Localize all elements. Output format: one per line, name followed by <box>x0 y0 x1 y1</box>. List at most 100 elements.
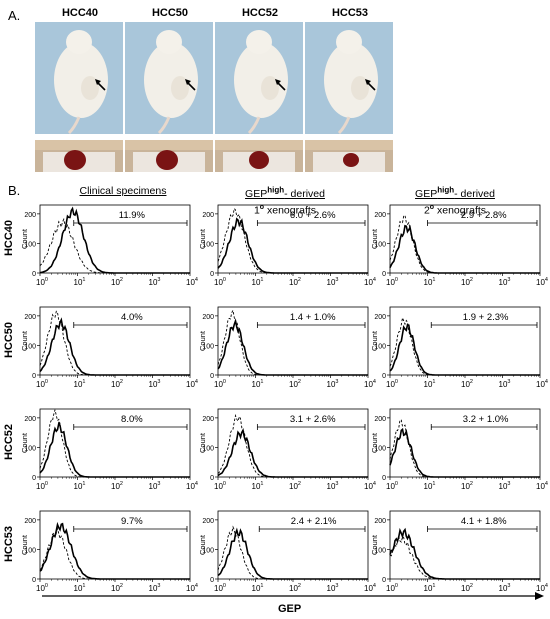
isotype-control-curve <box>217 525 368 580</box>
x-tick-label: 102 <box>111 481 123 491</box>
x-tick-label: 101 <box>252 277 264 287</box>
x-tick-label: 100 <box>36 583 48 593</box>
x-tick-label: 103 <box>327 583 339 593</box>
x-tick-label: 102 <box>461 379 473 389</box>
gate-marker <box>427 526 538 532</box>
gate-marker <box>430 424 538 430</box>
y-axis-label: Count <box>198 330 207 351</box>
gate-percentage: 11.9% <box>119 210 146 221</box>
y-tick-label: 200 <box>202 212 214 219</box>
x-tick-label: 102 <box>289 583 301 593</box>
gate-percentage: 4.0% <box>121 312 143 323</box>
x-tick-label: 100 <box>214 583 226 593</box>
y-tick-label: 200 <box>24 314 36 321</box>
y-tick-label: 100 <box>24 241 36 248</box>
x-tick-label: 104 <box>186 481 198 491</box>
y-tick-label: 200 <box>374 212 386 219</box>
y-tick-label: 200 <box>374 518 386 525</box>
y-tick-label: 100 <box>24 343 36 350</box>
x-tick-label: 104 <box>186 583 198 593</box>
x-tick-label: 104 <box>536 277 548 287</box>
y-tick-label: 100 <box>374 343 386 350</box>
gep-stain-curve <box>39 521 190 580</box>
y-axis-label: Count <box>370 330 379 351</box>
y-tick-label: 0 <box>382 271 386 278</box>
x-tick-label: 104 <box>364 379 376 389</box>
y-tick-label: 0 <box>32 373 36 380</box>
x-tick-label: 101 <box>74 277 86 287</box>
y-tick-label: 200 <box>202 416 214 423</box>
x-tick-label: 104 <box>536 583 548 593</box>
tumor-photo <box>35 140 123 172</box>
row-label-hcc40: HCC40 <box>3 219 15 257</box>
y-axis-label: Count <box>20 330 29 351</box>
isotype-control-curve <box>389 214 540 274</box>
y-tick-label: 100 <box>202 445 214 452</box>
y-tick-label: 200 <box>24 416 36 423</box>
gate-marker <box>430 322 538 328</box>
gep-stain-curve <box>389 224 540 274</box>
x-tick-label: 104 <box>186 379 198 389</box>
y-tick-label: 100 <box>24 445 36 452</box>
x-tick-label: 101 <box>74 379 86 389</box>
x-tick-label: 103 <box>327 481 339 491</box>
gate-percentage: 2.9 + 2.8% <box>461 210 507 221</box>
x-tick-label: 102 <box>461 277 473 287</box>
gep-stain-curve <box>389 527 540 580</box>
gep-axis-arrow <box>42 592 544 600</box>
sample-label-hcc40: HCC40 <box>61 7 99 19</box>
tumor-photo <box>305 140 393 172</box>
x-tick-label: 100 <box>386 379 398 389</box>
y-tick-label: 200 <box>202 314 214 321</box>
y-tick-label: 0 <box>32 475 36 482</box>
gate-marker <box>73 424 188 430</box>
y-axis-label: Count <box>370 534 379 555</box>
y-tick-label: 100 <box>202 343 214 350</box>
gep-stain-curve <box>39 317 190 376</box>
y-tick-label: 200 <box>202 518 214 525</box>
x-tick-label: 100 <box>386 583 398 593</box>
mouse-photo <box>215 22 303 134</box>
x-tick-label: 102 <box>289 277 301 287</box>
x-tick-label: 103 <box>149 481 161 491</box>
x-tick-label: 102 <box>289 379 301 389</box>
x-tick-label: 103 <box>327 379 339 389</box>
x-tick-label: 101 <box>74 481 86 491</box>
gep-stain-curve <box>217 527 368 580</box>
panel-a-label: A. <box>8 8 21 23</box>
x-tick-label: 100 <box>214 277 226 287</box>
gep-stain-curve <box>39 206 190 274</box>
x-tick-label: 101 <box>252 379 264 389</box>
gep-stain-curve <box>217 217 368 274</box>
x-tick-label: 103 <box>149 379 161 389</box>
plot-frame <box>39 204 191 274</box>
x-tick-label: 100 <box>214 379 226 389</box>
y-tick-label: 0 <box>382 577 386 584</box>
gep-stain-curve <box>217 318 368 376</box>
gate-percentage: 3.2 + 1.0% <box>463 414 509 425</box>
x-tick-label: 101 <box>424 379 436 389</box>
gate-percentage: 1.9 + 2.3% <box>463 312 509 323</box>
mouse-photo <box>35 22 123 134</box>
gate-marker <box>73 322 188 328</box>
isotype-control-curve <box>39 217 190 274</box>
column-header-2o-xenografts: GEPhigh- derived 2o xenografts <box>415 185 495 216</box>
gep-stain-curve <box>217 428 368 478</box>
y-tick-label: 0 <box>382 373 386 380</box>
sample-label-hcc50: HCC50 <box>151 7 189 19</box>
y-tick-label: 0 <box>210 373 214 380</box>
gate-percentage: 3.1 + 2.6% <box>290 414 336 425</box>
sample-label-hcc53: HCC53 <box>331 7 369 19</box>
x-tick-label: 101 <box>424 481 436 491</box>
x-tick-label: 101 <box>424 277 436 287</box>
y-axis-label: Count <box>370 432 379 453</box>
plot-frame <box>39 510 191 580</box>
column-header-clinical: Clinical specimens <box>79 185 167 197</box>
y-tick-label: 200 <box>374 416 386 423</box>
x-tick-label: 100 <box>36 277 48 287</box>
x-tick-label: 104 <box>186 277 198 287</box>
